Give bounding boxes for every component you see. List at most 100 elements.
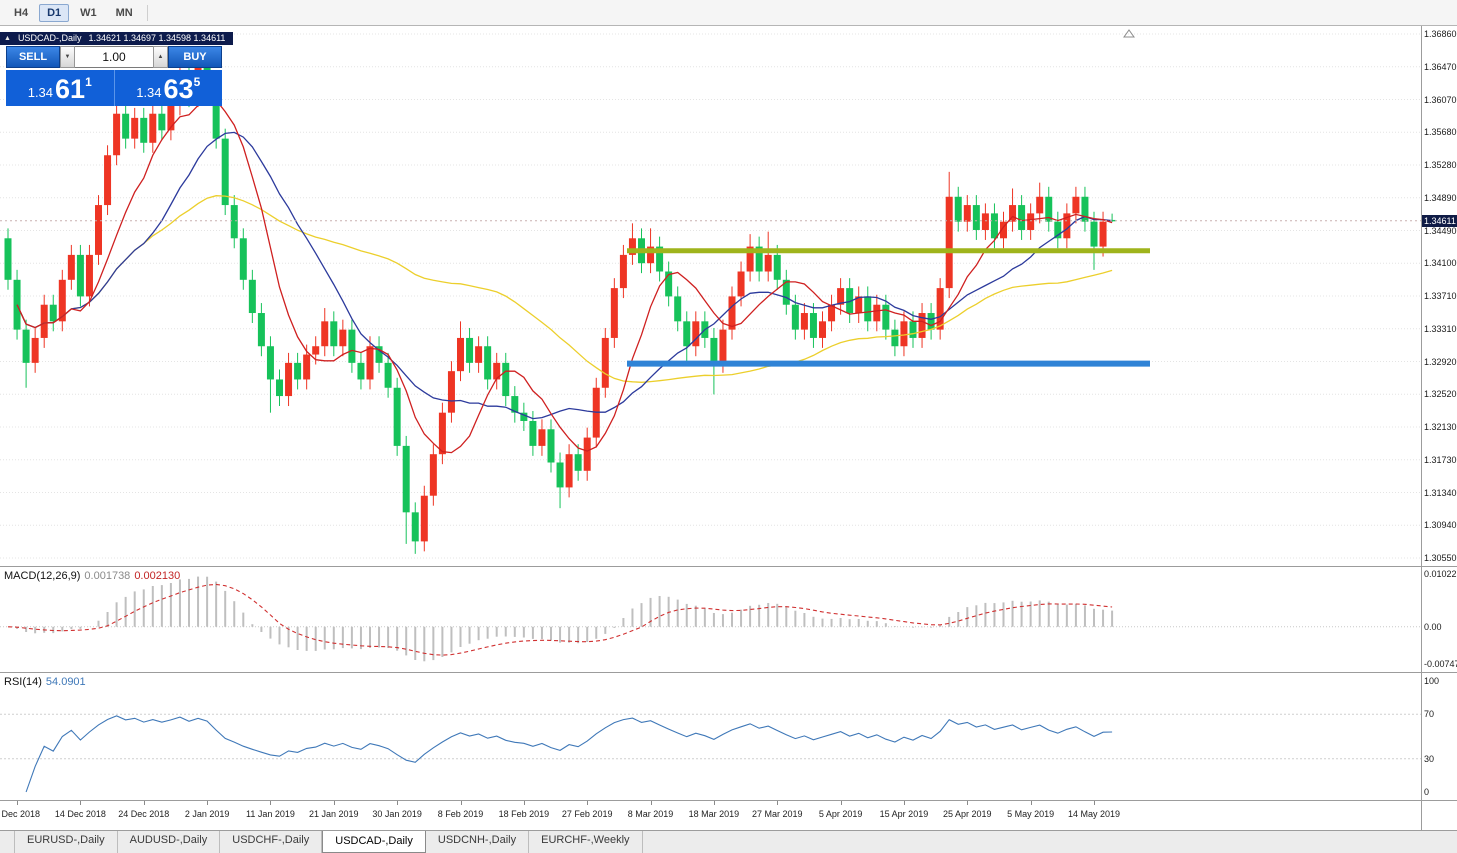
timeframe-toolbar: H4 D1 W1 MN	[0, 0, 1457, 26]
rsi-axis[interactable]: 100 70 30 0	[1421, 673, 1457, 800]
macd-canvas	[0, 576, 1421, 662]
time-axis-tick	[713, 801, 715, 805]
time-axis[interactable]: 5 Dec 2018 14 Dec 2018 24 Dec 2018 2 Jan 20…	[0, 801, 1457, 831]
time-axis-tick	[903, 801, 905, 805]
price-axis[interactable]: 1.36860 1.36470 1.36070 1.35680 1.35280 1.348…	[1421, 26, 1457, 566]
volume-input[interactable]: 1.00	[75, 46, 153, 68]
tab-usdcad-daily[interactable]: USDCAD-,Daily	[322, 830, 426, 853]
bid-quote[interactable]: 1.34 61 1	[6, 70, 114, 106]
price-axis-label: 1.36070	[1424, 94, 1457, 105]
price-axis-label: 1.32920	[1424, 356, 1457, 367]
rsi-scale-label: 0	[1424, 787, 1430, 797]
chart-symbol-period: USDCAD-,Daily	[17, 33, 82, 43]
tab-audusd-daily[interactable]: AUDUSD-,Daily	[118, 831, 221, 853]
rsi-scale-label: 30	[1424, 753, 1435, 764]
sell-button[interactable]: SELL	[6, 46, 60, 68]
candlestick-canvas	[0, 29, 1421, 559]
price-axis-label: 1.34490	[1424, 225, 1457, 236]
time-axis-tick	[460, 801, 462, 805]
time-axis-tick	[17, 801, 19, 805]
time-axis-tick	[840, 801, 842, 805]
macd-axis[interactable]: 0.01022 0.00 -0.00747	[1421, 567, 1457, 672]
price-axis-label: 1.35280	[1424, 160, 1457, 170]
time-axis-label: 8 Feb 2019	[437, 809, 484, 819]
chart-ohlc-values: 1.34621 1.34697 1.34598 1.34611	[88, 33, 226, 43]
ask-quote[interactable]: 1.34 63 5	[113, 70, 222, 106]
macd-signal-value: 0.002130	[134, 570, 181, 582]
time-axis-label: 18 Mar 2019	[688, 809, 740, 819]
time-axis-label: 25 Apr 2019	[943, 809, 992, 819]
time-axis-tick	[523, 801, 525, 805]
time-axis-label: 11 Jan 2019	[245, 809, 295, 819]
time-axis-label: 5 May 2019	[1007, 809, 1055, 819]
price-axis-label: 1.31730	[1424, 454, 1457, 465]
time-axis-label: 5 Apr 2019	[818, 809, 863, 819]
price-axis-label: 1.34890	[1424, 192, 1457, 203]
macd-scale-zero: 0.00	[1424, 621, 1442, 632]
price-axis-label: 1.33310	[1424, 323, 1457, 334]
price-axis-label: 1.34100	[1424, 258, 1457, 269]
time-axis-tick	[650, 801, 652, 805]
buy-button[interactable]: BUY	[168, 46, 222, 68]
macd-panel: MACD(12,26,9) 0.001738 0.002130 0.01022 0.0…	[0, 567, 1457, 673]
trade-controls-row: SELL ▼ 1.00 ▲ BUY	[6, 46, 222, 68]
timeframe-d1-button[interactable]: D1	[39, 3, 70, 22]
volume-decrease-icon[interactable]: ▼	[60, 46, 75, 68]
time-axis-label: 30 Jan 2019	[372, 809, 422, 819]
chart-window: ▲ USDCAD-,Daily 1.34621 1.34697 1.34598 …	[0, 26, 1457, 567]
time-axis-tick	[333, 801, 335, 805]
price-axis-label: 1.32130	[1424, 422, 1457, 432]
chart-tab-bar: EURUSD-,Daily AUDUSD-,Daily USDCHF-,Dail…	[0, 830, 1457, 853]
tab-usdcnh-daily[interactable]: USDCNH-,Daily	[426, 831, 530, 853]
axis-corner	[1421, 801, 1457, 830]
bid-price-badge: 1.34611	[1422, 214, 1457, 227]
tab-eurchf-weekly[interactable]: EURCHF-,Weekly	[529, 831, 643, 853]
rsi-label: RSI(14) 54.0901	[4, 676, 86, 688]
price-axis-label: 1.30940	[1424, 520, 1457, 531]
price-axis-label: 1.35680	[1424, 127, 1457, 138]
one-click-trading-panel: SELL ▼ 1.00 ▲ BUY 1.34 61 1 1.34 63 5	[6, 46, 222, 106]
time-axis-tick	[270, 801, 272, 805]
macd-label: MACD(12,26,9) 0.001738 0.002130	[4, 570, 180, 582]
rsi-value: 54.0901	[45, 676, 86, 688]
timeframe-mn-button[interactable]: MN	[115, 6, 133, 19]
price-axis-label: 1.31340	[1424, 487, 1457, 498]
price-axis-label: 1.36860	[1424, 29, 1457, 39]
timeframe-h4-button[interactable]: H4	[14, 6, 29, 19]
price-axis-label: 1.30550	[1424, 553, 1457, 563]
rsi-panel: RSI(14) 54.0901 100 70 30 0	[0, 673, 1457, 801]
time-axis-tick	[1094, 801, 1095, 805]
bid-price-prefix: 1.34	[27, 85, 54, 100]
time-axis-tick	[587, 801, 589, 805]
time-axis-label: 24 Dec 2018	[118, 809, 170, 819]
macd-scale-min: -0.00747	[1424, 659, 1457, 669]
timeframe-w1-button[interactable]: W1	[80, 6, 97, 19]
time-axis-tick	[1030, 801, 1032, 805]
time-axis-tick	[397, 801, 399, 805]
volume-increase-icon[interactable]: ▲	[153, 46, 168, 68]
rsi-scale-label: 70	[1424, 709, 1435, 720]
price-chart-plot[interactable]: ▲ USDCAD-,Daily 1.34621 1.34697 1.34598 …	[0, 26, 1421, 566]
bid-price-pipette: 1	[85, 75, 92, 89]
time-axis-tick	[80, 801, 82, 805]
chart-title-bar: ▲ USDCAD-,Daily 1.34621 1.34697 1.34598 …	[0, 32, 234, 45]
price-axis-label: 1.36470	[1424, 61, 1457, 72]
time-axis-label: 27 Mar 2019	[751, 809, 803, 819]
ask-price-pipette: 5	[193, 75, 201, 89]
tab-usdchf-daily[interactable]: USDCHF-,Daily	[220, 831, 323, 853]
time-axis-tick	[777, 801, 779, 805]
time-axis-label: 14 Dec 2018	[54, 809, 106, 819]
time-axis-tick	[143, 801, 145, 805]
time-axis-label: 8 Mar 2019	[627, 809, 674, 819]
rsi-plot[interactable]: RSI(14) 54.0901	[0, 673, 1421, 800]
time-axis-label: 18 Feb 2019	[498, 809, 550, 819]
time-axis-tick	[207, 801, 209, 805]
chart-bullet-icon: ▲	[4, 35, 11, 42]
macd-plot[interactable]: MACD(12,26,9) 0.001738 0.002130	[0, 567, 1421, 672]
price-axis-label: 1.32520	[1424, 389, 1457, 400]
time-axis-label: 14 May 2019	[1067, 809, 1121, 819]
rsi-canvas	[0, 713, 1421, 793]
tab-eurusd-daily[interactable]: EURUSD-,Daily	[14, 831, 118, 853]
macd-scale-max: 0.01022	[1424, 569, 1457, 579]
time-axis-label: 27 Feb 2019	[561, 809, 613, 819]
